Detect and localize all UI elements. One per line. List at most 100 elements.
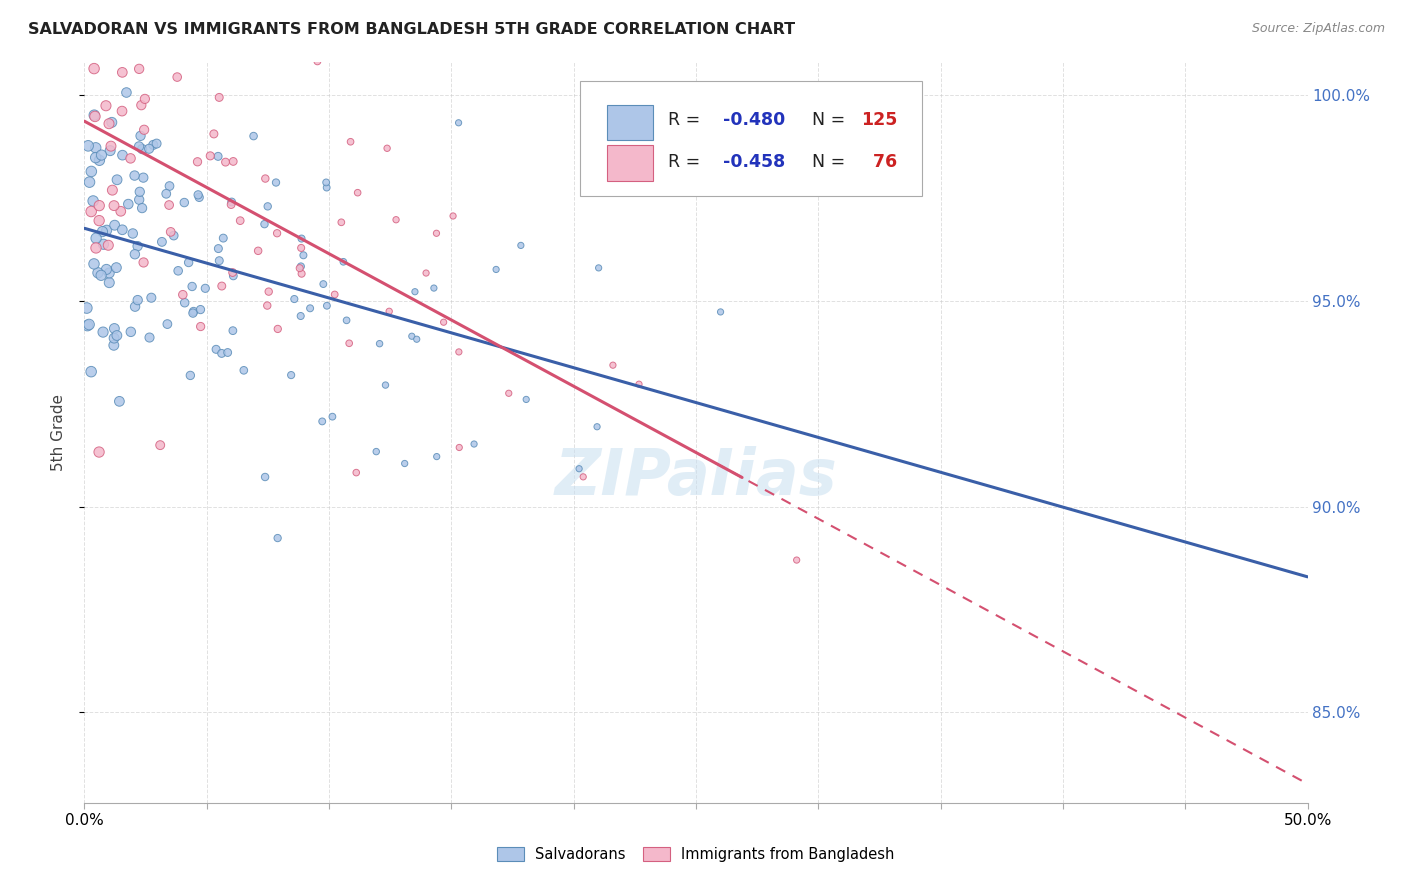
Point: [217, 7, 239, 21]
Point: [187, 187, 209, 202]
Point: [290, 309, 312, 323]
Point: [156, 317, 179, 331]
Point: [82, 194, 104, 208]
Point: [93, 237, 115, 252]
Point: [332, 254, 354, 268]
Point: [89, 213, 111, 227]
Text: R =: R =: [668, 112, 706, 129]
Point: [132, 170, 155, 185]
Text: 76: 76: [860, 153, 897, 171]
Point: [98, 144, 121, 158]
Point: [134, 92, 156, 106]
Point: [89, 153, 111, 168]
Point: [515, 392, 537, 407]
Point: [394, 457, 416, 471]
Point: [117, 197, 139, 211]
Point: [786, 553, 808, 567]
Point: [449, 441, 471, 455]
Point: [177, 255, 200, 269]
Point: [76, 301, 98, 315]
Point: [190, 319, 212, 334]
Point: [405, 332, 427, 346]
Point: [186, 154, 208, 169]
Point: [98, 276, 121, 290]
Point: [229, 213, 252, 227]
Point: [111, 65, 134, 79]
Point: [124, 300, 146, 314]
Point: [219, 197, 242, 211]
Point: [132, 255, 155, 269]
Point: [94, 99, 117, 113]
Point: [290, 241, 312, 255]
Point: [80, 204, 103, 219]
Point: [91, 225, 114, 239]
Point: [173, 295, 195, 310]
Text: N =: N =: [813, 112, 851, 129]
Point: [124, 169, 146, 183]
Point: [330, 215, 353, 229]
Point: [103, 338, 125, 352]
Point: [374, 378, 396, 392]
Point: [181, 306, 204, 320]
Point: [211, 346, 233, 360]
Point: [211, 279, 233, 293]
Point: [149, 438, 172, 452]
Point: [142, 137, 165, 152]
Point: [378, 304, 401, 318]
Point: [84, 151, 107, 165]
Point: [627, 377, 650, 392]
Point: [84, 241, 107, 255]
Point: [221, 194, 243, 209]
Point: [202, 127, 225, 141]
Point: [602, 358, 624, 372]
Point: [709, 305, 731, 319]
Point: [111, 148, 134, 162]
Point: [207, 242, 229, 256]
Point: [84, 141, 107, 155]
Point: [208, 253, 231, 268]
Point: [190, 302, 212, 317]
Point: [290, 260, 312, 274]
Point: [222, 324, 245, 338]
Text: 125: 125: [860, 112, 897, 129]
Point: [131, 98, 153, 112]
Point: [568, 461, 591, 475]
Point: [183, 304, 205, 318]
Point: [111, 104, 134, 119]
Point: [77, 318, 100, 332]
Point: [336, 313, 359, 327]
FancyBboxPatch shape: [606, 104, 654, 140]
Point: [256, 199, 278, 213]
Point: [207, 149, 229, 163]
Point: [129, 128, 152, 143]
Point: [375, 141, 398, 155]
Point: [212, 231, 235, 245]
Text: Source: ZipAtlas.com: Source: ZipAtlas.com: [1251, 22, 1385, 36]
Point: [222, 154, 245, 169]
Point: [98, 266, 121, 280]
Point: [346, 186, 368, 200]
Point: [127, 293, 149, 307]
Point: [138, 330, 160, 344]
Point: [264, 176, 287, 190]
Point: [299, 301, 322, 316]
Point: [134, 122, 156, 136]
Point: [96, 262, 118, 277]
Point: [181, 279, 204, 293]
Point: [498, 386, 520, 401]
Point: [87, 266, 110, 280]
Point: [96, 223, 118, 237]
Point: [257, 285, 280, 299]
Point: [208, 90, 231, 104]
Point: [283, 292, 305, 306]
FancyBboxPatch shape: [579, 81, 922, 195]
Point: [115, 86, 138, 100]
Point: [339, 135, 361, 149]
Point: [131, 142, 153, 156]
Point: [426, 450, 449, 464]
Point: [104, 218, 127, 232]
Point: [105, 260, 128, 275]
Point: [103, 331, 125, 345]
Point: [150, 235, 173, 249]
Point: [214, 155, 236, 169]
